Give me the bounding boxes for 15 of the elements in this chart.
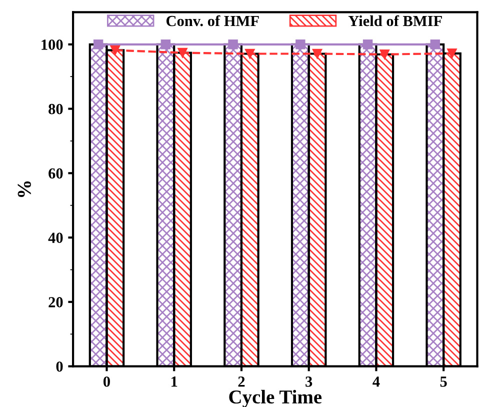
y-tick-label: 0 [56, 361, 63, 372]
x-tick-label: 1 [172, 376, 178, 387]
y-tick-label: 40 [48, 232, 63, 243]
y-axis-title: % [18, 181, 31, 197]
x-tick-label: 5 [440, 376, 447, 387]
x-tick-label: 3 [306, 376, 312, 387]
legend-label: Conv. of HMF [166, 15, 259, 26]
x-tick-label: 4 [372, 376, 380, 387]
y-tick-label: 80 [48, 104, 63, 114]
x-tick-label: 0 [103, 376, 110, 387]
y-tick-label: 100 [42, 40, 63, 50]
x-tick-label: 2 [238, 376, 245, 387]
legend-label: Yield of BMIF [348, 15, 442, 26]
y-tick-label: 60 [48, 168, 63, 179]
y-tick-label: 20 [48, 297, 63, 308]
